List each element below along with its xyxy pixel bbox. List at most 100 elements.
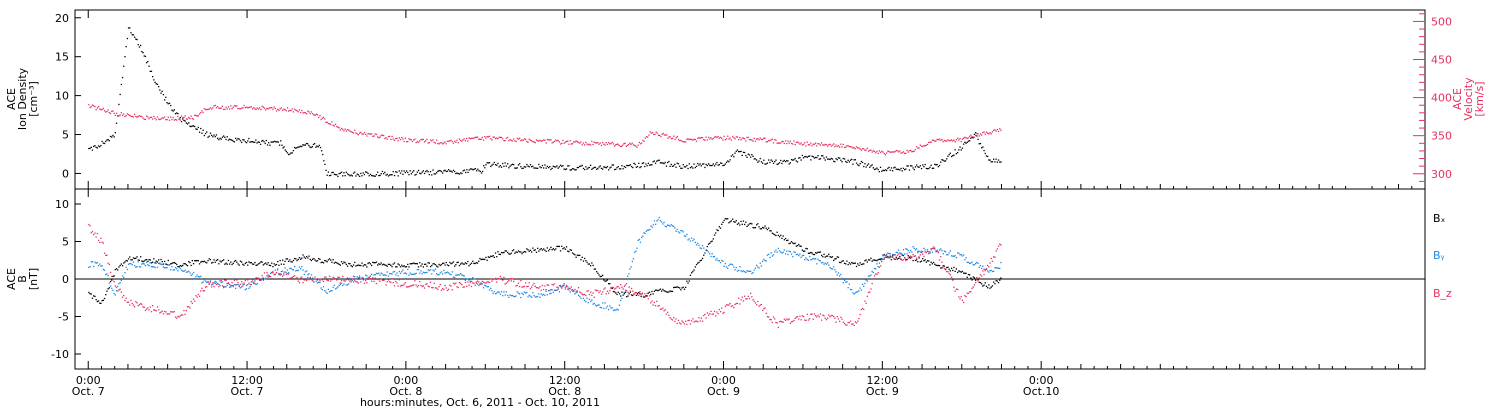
- magnetic-field-point: [395, 274, 397, 276]
- magnetic-field-point: [830, 314, 832, 317]
- ion-density-point: [620, 168, 622, 170]
- magnetic-field-point: [685, 286, 687, 288]
- velocity-point: [910, 149, 912, 152]
- magnetic-field-point: [825, 319, 828, 321]
- magnetic-field-point: [494, 293, 497, 295]
- magnetic-field-point: [324, 290, 326, 292]
- magnetic-field-point: [865, 279, 867, 281]
- velocity-point: [616, 143, 618, 145]
- ion-density-point: [602, 168, 604, 170]
- magnetic-field-point: [476, 283, 479, 285]
- magnetic-field-point: [570, 249, 572, 251]
- magnetic-field-point: [732, 218, 734, 220]
- magnetic-field-point: [108, 282, 110, 284]
- magnetic-field-point: [745, 221, 747, 223]
- velocity-point: [221, 105, 224, 107]
- magnetic-field-point: [437, 266, 439, 268]
- velocity-point: [922, 145, 924, 148]
- magnetic-field-point: [235, 259, 237, 262]
- magnetic-field-point: [286, 258, 289, 260]
- magnetic-field-point: [584, 293, 586, 296]
- magnetic-field-point: [174, 267, 177, 269]
- magnetic-field-point: [198, 295, 201, 297]
- ion-density-point: [517, 164, 520, 166]
- magnetic-field-point: [863, 285, 865, 287]
- magnetic-field-point: [88, 291, 90, 294]
- magnetic-field-point: [275, 263, 278, 266]
- velocity-point: [88, 104, 90, 106]
- magnetic-field-point: [698, 244, 700, 246]
- ion-density-tick-label: 10: [55, 90, 69, 103]
- magnetic-field-point: [628, 273, 630, 275]
- magnetic-field-point: [466, 263, 468, 265]
- magnetic-field-point: [233, 279, 236, 281]
- magnetic-field-point: [343, 283, 345, 285]
- magnetic-field-point: [249, 286, 251, 288]
- velocity-point: [439, 142, 441, 144]
- ion-density-point: [186, 123, 189, 125]
- magnetic-field-point: [446, 289, 449, 292]
- magnetic-field-point: [955, 268, 957, 270]
- magnetic-field-point: [553, 289, 556, 291]
- ion-density-point: [626, 164, 628, 167]
- magnetic-field-point: [224, 263, 226, 265]
- ion-density-point: [407, 171, 409, 174]
- ion-density-point: [867, 163, 870, 165]
- velocity-point: [807, 144, 810, 146]
- magnetic-field-point: [551, 289, 553, 291]
- magnetic-field-point: [724, 262, 726, 265]
- ion-density-point: [202, 129, 204, 131]
- magnetic-field-point: [112, 289, 114, 291]
- magnetic-field-point: [895, 251, 897, 253]
- magnetic-field-point: [463, 275, 465, 277]
- magnetic-field-point: [802, 315, 805, 318]
- velocity-point: [618, 144, 620, 147]
- velocity-point: [468, 137, 470, 139]
- magnetic-field-point: [131, 259, 133, 261]
- magnetic-field-point: [821, 319, 823, 321]
- magnetic-field-point: [167, 313, 169, 315]
- magnetic-field-point: [618, 304, 621, 306]
- magnetic-field-tick-label: -5: [58, 311, 69, 324]
- magnetic-field-point: [842, 321, 844, 323]
- magnetic-field-point: [414, 273, 416, 275]
- magnetic-field-point: [433, 270, 435, 272]
- velocity-point: [811, 145, 813, 147]
- magnetic-field-point: [588, 298, 591, 300]
- magnetic-field-point: [834, 317, 836, 319]
- magnetic-field-point: [916, 248, 918, 250]
- ion-density-point: [462, 170, 464, 172]
- magnetic-field-point: [182, 264, 184, 267]
- magnetic-field-point: [277, 260, 279, 263]
- magnetic-field-point: [472, 260, 474, 262]
- velocity-point: [126, 113, 128, 115]
- velocity-point: [657, 134, 660, 136]
- magnetic-field-point: [245, 261, 248, 264]
- magnetic-field-point: [174, 262, 177, 264]
- magnetic-field-point: [790, 321, 793, 323]
- velocity-point: [561, 142, 563, 144]
- ion-density-point: [142, 52, 144, 54]
- velocity-point: [452, 142, 455, 144]
- magnetic-field-point: [789, 242, 791, 244]
- ion-density-point: [366, 171, 368, 173]
- magnetic-field-point: [609, 305, 611, 307]
- magnetic-field-point: [174, 316, 177, 318]
- velocity-point: [580, 141, 582, 143]
- magnetic-field-point: [768, 253, 770, 255]
- ion-density-point: [310, 146, 312, 149]
- ion-density-point: [759, 157, 761, 160]
- velocity-point: [562, 139, 564, 142]
- magnetic-field-point: [969, 291, 971, 293]
- magnetic-field-point: [563, 283, 565, 285]
- velocity-point: [521, 139, 523, 141]
- velocity-point: [987, 132, 989, 134]
- velocity-point: [191, 117, 193, 120]
- magnetic-field-point: [482, 281, 485, 283]
- ion-density-point: [944, 160, 947, 162]
- magnetic-field-point: [668, 314, 670, 316]
- magnetic-field-point: [537, 287, 539, 289]
- magnetic-field-point: [895, 258, 897, 260]
